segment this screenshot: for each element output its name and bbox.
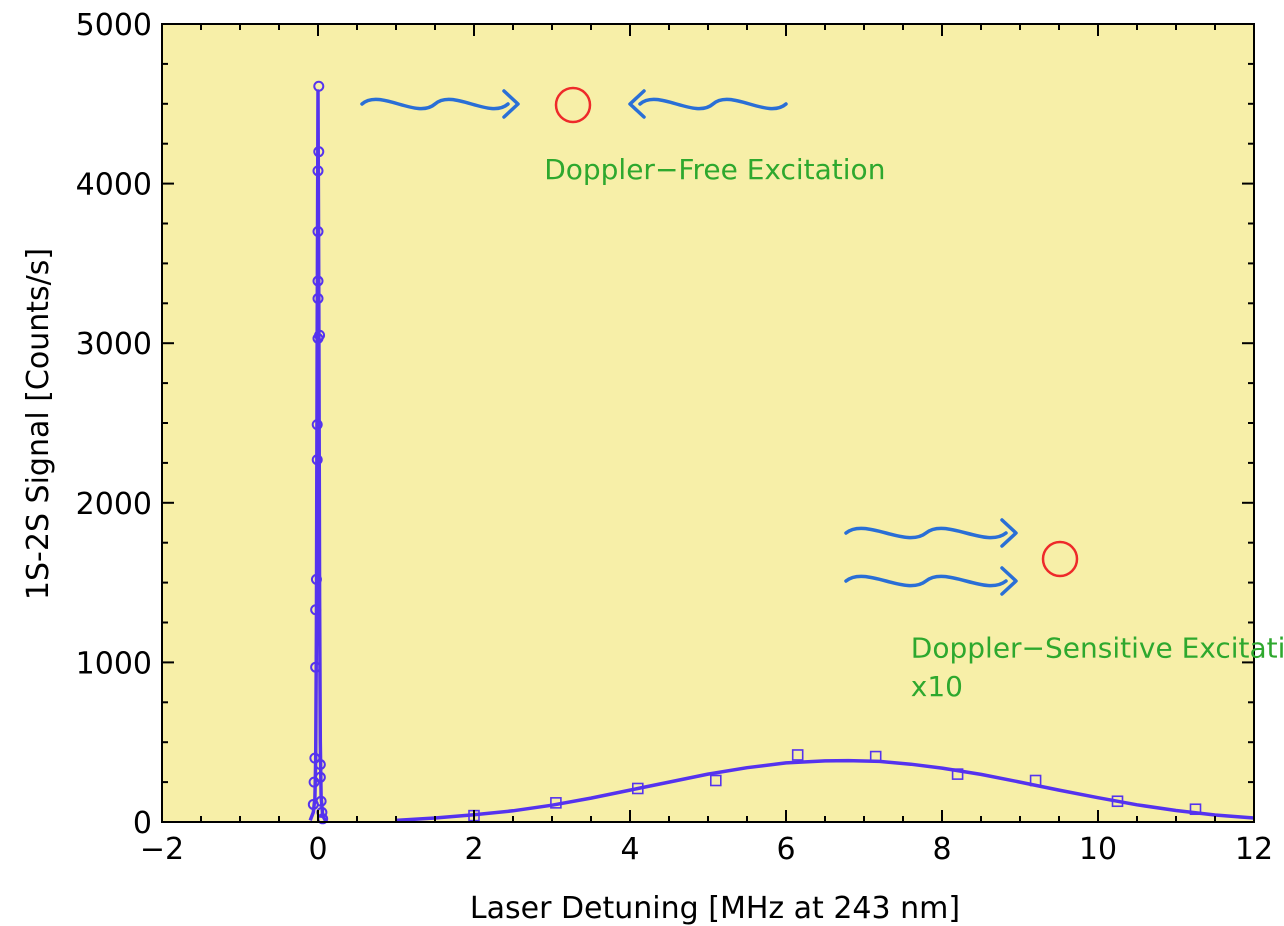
arrow-head-icon [1000,566,1018,596]
arrow-head-icon [1000,518,1018,548]
x-tick-label: 6 [776,832,795,867]
data-point [313,146,325,158]
arrow-head-icon [502,89,520,119]
data-point [1111,795,1124,808]
data-point [313,80,325,92]
x-tick-label: 2 [464,832,483,867]
data-point [312,165,324,177]
y-tick-label: 0 [133,806,152,841]
x-axis-label: Laser Detuning [MHz at 243 nm] [470,891,960,926]
data-point [312,293,324,305]
data-point [311,419,323,431]
data-point [869,750,882,763]
x-tick-label: 4 [620,832,639,867]
data-point [709,774,722,787]
y-tick-label: 3000 [76,327,152,362]
y-tick-label: 1000 [76,646,152,681]
wave-arrow-icon [360,97,510,111]
plot-background [162,24,1254,822]
wave-arrow-icon [638,97,788,111]
data-point [1189,803,1202,816]
x-tick-label: 0 [308,832,327,867]
x-tick-label: −2 [140,832,184,867]
data-point [309,752,321,764]
x-tick-label: 8 [932,832,951,867]
data-point [310,573,322,585]
data-point [791,749,804,761]
data-point [310,604,322,616]
y-tick-label: 5000 [76,8,152,43]
data-point [951,768,964,780]
y-axis-label: 1S-2S Signal [Counts/s] [21,248,56,600]
data-point [550,797,562,809]
wave-arrow-icon [844,526,1008,540]
x-tick-label: 12 [1235,832,1273,867]
data-point [315,795,327,807]
data-point [310,661,322,673]
data-point [314,329,326,341]
x-tick-label: 10 [1079,832,1117,867]
data-point [314,759,326,771]
data-point [312,225,324,237]
atom-circle-icon [554,86,592,124]
y-tick-label: 4000 [76,168,152,203]
data-point [314,771,326,783]
atom-circle-icon [1041,540,1079,578]
y-tick-label: 2000 [76,487,152,522]
arrow-head-icon [628,89,646,119]
annotation-text: Doppler−Free Excitation [544,153,885,186]
data-point [312,275,324,287]
annotation-text: Doppler−Sensitive Excitation [911,632,1284,665]
data-point [311,454,323,466]
annotation-text: x10 [911,670,963,703]
data-point [1029,774,1042,787]
fit-line-series-2 [395,758,1255,823]
data-point [631,782,644,795]
wave-arrow-icon [844,574,1008,588]
